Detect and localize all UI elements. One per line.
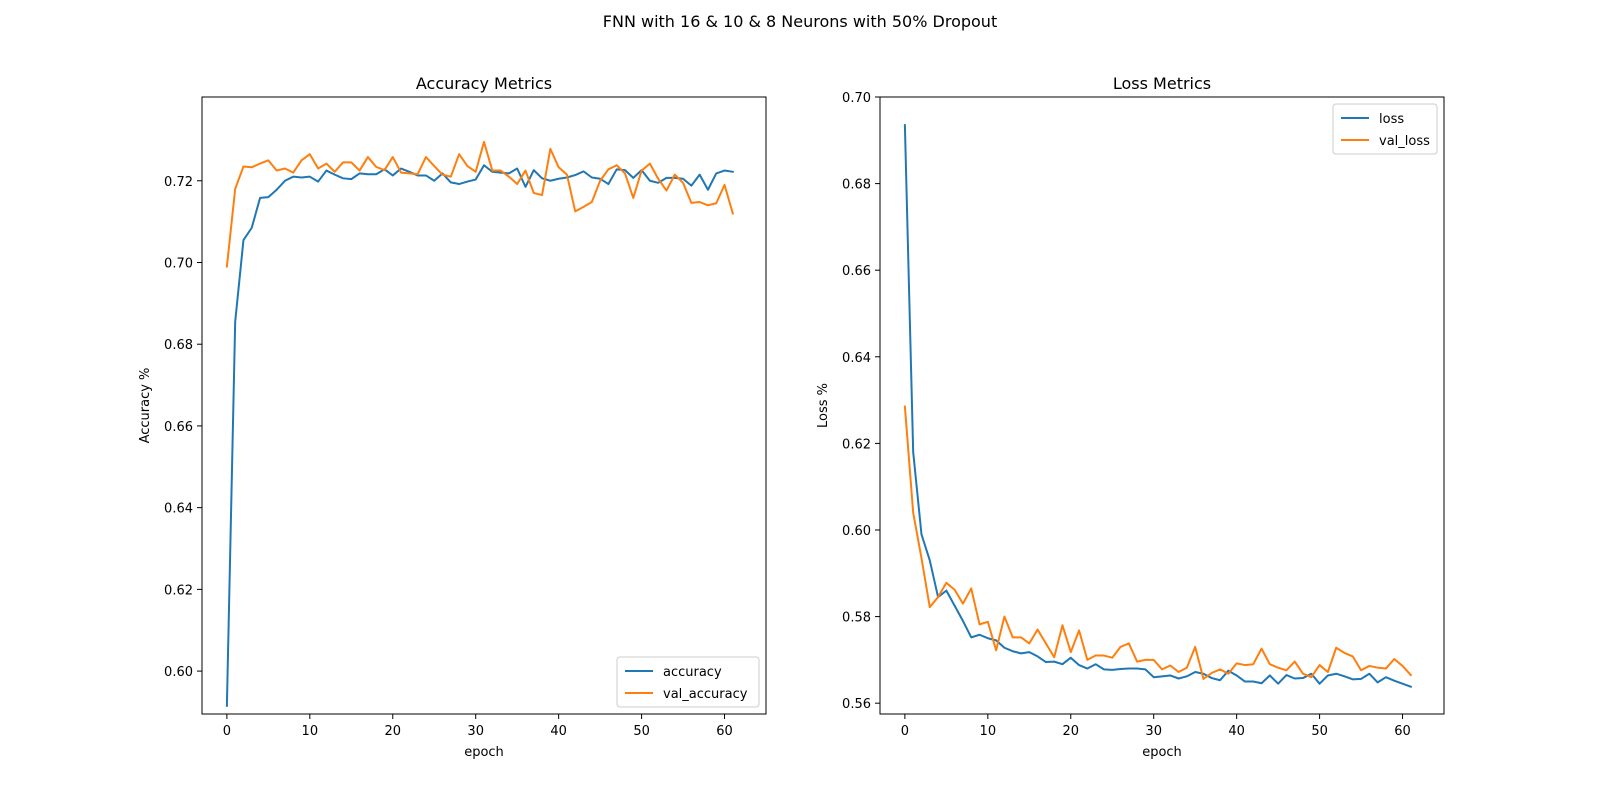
y-axis-label: Loss % [816,383,831,428]
legend: accuracy val_accuracy [616,656,760,708]
x-tick-label: 30 [1145,724,1162,739]
figure-title: FNN with 16 & 10 & 8 Neurons with 50% Dr… [602,12,998,31]
y-tick-label: 0.72 [164,175,193,190]
y-tick-label: 0.64 [842,351,871,366]
series-line-accuracy [225,164,734,707]
x-tick-label: 0 [901,724,909,739]
x-tick-label: 20 [384,724,401,739]
legend-label-val-loss: val_loss [1379,134,1430,149]
x-tick-label: 20 [1062,724,1079,739]
y-tick-label: 0.66 [842,264,871,279]
y-tick-label: 0.68 [842,178,871,193]
chart-title: Loss Metrics [1113,74,1211,93]
y-tick-label: 0.70 [842,91,871,106]
x-tick-label: 50 [633,724,650,739]
axes-frame [879,96,1445,715]
x-tick-label: 30 [467,724,484,739]
y-tick-label: 0.70 [164,256,193,271]
y-tick-label: 0.62 [842,437,871,452]
x-tick-label: 10 [980,724,997,739]
y-tick-label: 0.68 [164,338,193,353]
series-line-loss [903,124,1413,689]
x-axis-label: epoch [464,745,504,760]
y-tick-label: 0.62 [164,583,193,598]
y-tick-label: 0.66 [164,420,193,435]
x-tick-label: 50 [1311,724,1328,739]
x-axis-label: epoch [1142,745,1182,760]
axes-frame [201,96,767,715]
x-tick-label: 10 [302,724,319,739]
legend: loss val_loss [1332,103,1438,155]
legend-label-accuracy: accuracy [663,665,722,680]
x-tick-label: 60 [1394,724,1411,739]
x-tick-label: 60 [716,724,733,739]
y-tick-label: 0.58 [842,611,871,626]
y-tick-label: 0.56 [842,697,871,712]
y-tick-label: 0.60 [842,524,871,539]
y-tick-label: 0.60 [164,665,193,680]
legend-label-loss: loss [1379,112,1404,127]
series-line-val-accuracy [225,140,735,268]
x-tick-label: 40 [550,724,567,739]
chart-title: Accuracy Metrics [416,74,552,93]
x-tick-label: 40 [1228,724,1245,739]
accuracy-chart: 0 10 20 30 40 50 60 0.60 0.62 0.64 0.66 0.68 0.70 0.7… [138,74,767,760]
x-tick-label: 0 [223,724,231,739]
loss-chart: 0 10 20 30 40 50 60 0.56 0.58 0.60 0.62 0.64 0.66 0.6… [816,74,1445,760]
y-tick-label: 0.64 [164,502,193,517]
legend-label-val-accuracy: val_accuracy [663,687,748,702]
series-line-val-loss [903,405,1413,680]
y-axis-label: Accuracy % [138,368,153,444]
